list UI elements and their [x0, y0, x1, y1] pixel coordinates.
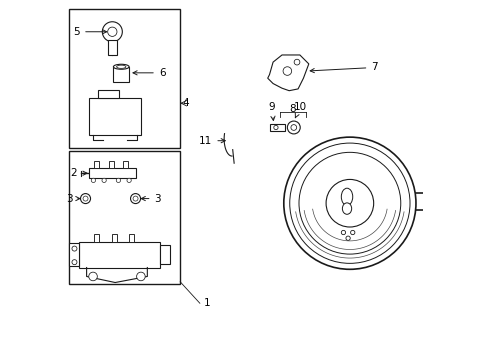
Bar	[113, 67, 129, 82]
Bar	[108, 161, 114, 168]
Circle shape	[283, 67, 291, 75]
Circle shape	[325, 179, 373, 227]
Bar	[270, 124, 285, 131]
Bar	[94, 234, 99, 242]
Text: 2: 2	[71, 168, 87, 178]
Circle shape	[341, 230, 345, 235]
Text: 6: 6	[133, 68, 165, 78]
Circle shape	[88, 272, 97, 281]
Text: 3: 3	[65, 194, 80, 203]
Bar	[69, 9, 180, 148]
Bar	[89, 98, 141, 135]
Bar	[160, 246, 169, 264]
Bar	[69, 152, 180, 284]
Circle shape	[287, 121, 300, 134]
Circle shape	[273, 125, 278, 130]
Circle shape	[107, 27, 117, 36]
Circle shape	[102, 22, 122, 42]
Text: 11: 11	[199, 136, 225, 146]
Ellipse shape	[113, 64, 129, 69]
Text: 4: 4	[182, 98, 188, 108]
Circle shape	[81, 194, 90, 203]
Ellipse shape	[116, 65, 125, 68]
Circle shape	[283, 137, 415, 269]
Circle shape	[127, 178, 131, 183]
Circle shape	[72, 260, 77, 265]
Bar	[98, 90, 119, 98]
Circle shape	[294, 59, 299, 65]
Text: 5: 5	[73, 27, 106, 37]
Ellipse shape	[341, 188, 352, 205]
Circle shape	[116, 178, 121, 183]
Circle shape	[91, 178, 95, 183]
Bar	[69, 243, 80, 266]
Bar	[80, 242, 160, 267]
Circle shape	[290, 125, 296, 130]
Circle shape	[350, 230, 354, 235]
Text: 1: 1	[203, 298, 210, 308]
Circle shape	[136, 272, 145, 281]
Bar	[94, 161, 99, 168]
Circle shape	[133, 196, 138, 201]
Circle shape	[130, 194, 140, 203]
Circle shape	[72, 246, 77, 251]
Circle shape	[83, 196, 88, 201]
Bar	[111, 234, 116, 242]
Bar	[89, 168, 135, 178]
Polygon shape	[267, 55, 308, 91]
Bar	[123, 161, 128, 168]
Text: 7: 7	[309, 63, 377, 73]
Ellipse shape	[342, 203, 351, 214]
Circle shape	[102, 178, 106, 183]
Bar	[107, 40, 117, 55]
Text: 10: 10	[293, 102, 306, 118]
Text: 3: 3	[141, 194, 161, 203]
Bar	[129, 234, 134, 242]
Text: 9: 9	[268, 102, 275, 121]
Text: 8: 8	[289, 104, 295, 113]
Circle shape	[345, 236, 349, 240]
